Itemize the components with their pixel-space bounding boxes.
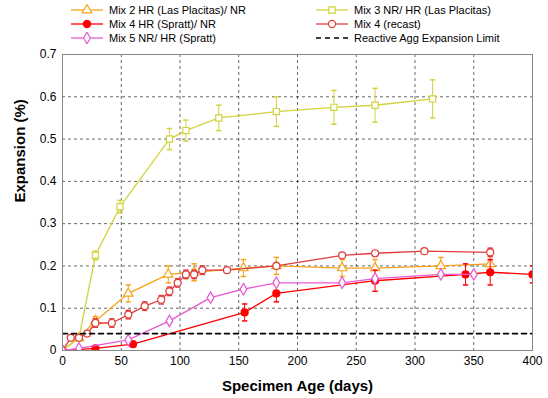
svg-text:200: 200 bbox=[287, 354, 307, 368]
svg-text:Specimen Age (days): Specimen Age (days) bbox=[222, 377, 373, 394]
svg-text:400: 400 bbox=[522, 354, 542, 368]
svg-text:0.4: 0.4 bbox=[40, 174, 57, 188]
svg-text:250: 250 bbox=[346, 354, 366, 368]
html-text:Mix 3 NR/ HR (Las Placitas): Mix 3 NR/ HR (Las Placitas) bbox=[354, 3, 491, 16]
html-text:Reactive Agg Expansion Limit: Reactive Agg Expansion Limit bbox=[354, 31, 500, 44]
svg-text:150: 150 bbox=[229, 354, 249, 368]
svg-text:50: 50 bbox=[115, 354, 129, 368]
svg-text:0.6: 0.6 bbox=[40, 90, 57, 104]
svg-text:0: 0 bbox=[59, 354, 66, 368]
html-text:Mix 5 NR/ HR (Spratt): Mix 5 NR/ HR (Spratt) bbox=[109, 31, 216, 44]
svg-text:0.5: 0.5 bbox=[40, 132, 57, 146]
html-text:Mix 4 HR (Spratt)/ NR: Mix 4 HR (Spratt)/ NR bbox=[109, 17, 216, 30]
svg-text:0.1: 0.1 bbox=[40, 301, 57, 315]
svg-text:0.2: 0.2 bbox=[40, 259, 57, 273]
svg-text:0: 0 bbox=[50, 343, 57, 357]
svg-text:0.3: 0.3 bbox=[40, 216, 57, 230]
svg-text:100: 100 bbox=[170, 354, 190, 368]
svg-text:350: 350 bbox=[464, 354, 484, 368]
html-text:Mix 2 HR (Las Placitas)/ NR: Mix 2 HR (Las Placitas)/ NR bbox=[109, 3, 246, 16]
svg-text:0.7: 0.7 bbox=[40, 47, 57, 61]
svg-text:Expansion (%): Expansion (%) bbox=[11, 99, 28, 202]
html-text:Mix 4 (recast): Mix 4 (recast) bbox=[354, 17, 421, 30]
svg-text:300: 300 bbox=[405, 354, 425, 368]
